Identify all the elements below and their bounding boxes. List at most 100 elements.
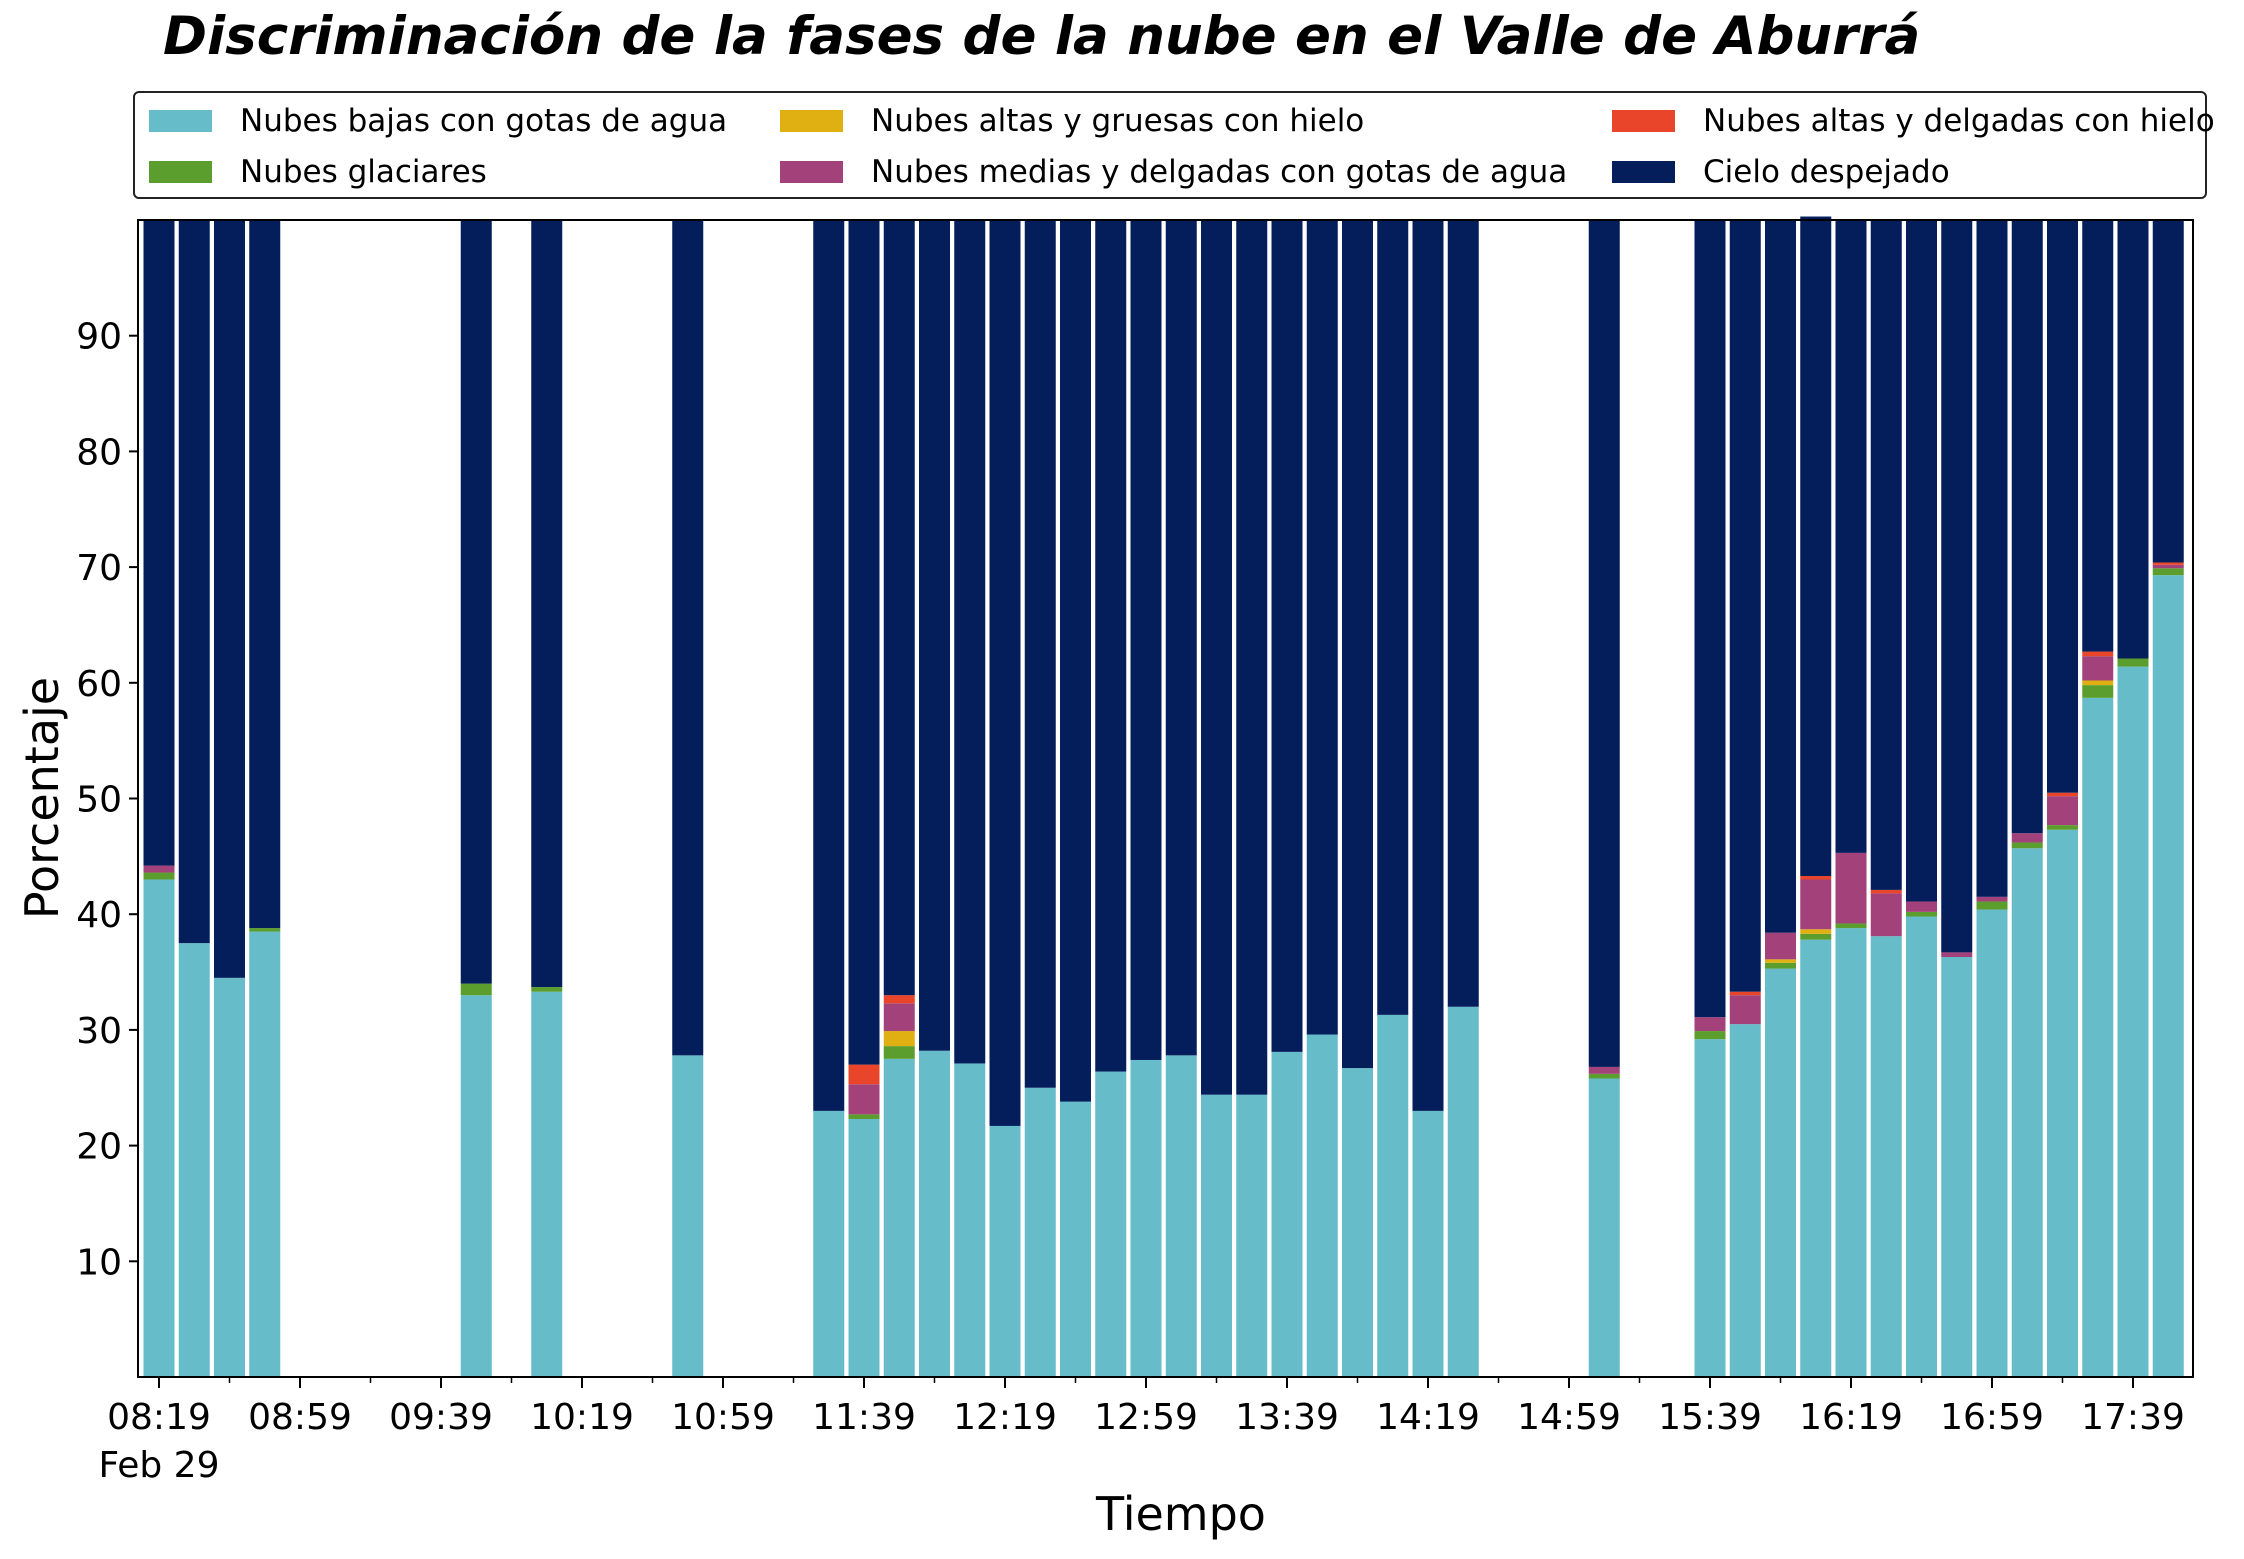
bar-segment [1800,929,1832,934]
legend-item: Nubes glaciares [149,150,487,194]
bar-segment [883,220,915,996]
bar-segment [2047,796,2078,826]
bar-segment [848,1118,880,1377]
bar-segment [214,977,245,1377]
bar-segment [1765,962,1796,969]
legend-swatch [149,161,212,183]
bar-segment [2117,666,2149,1377]
bar-segment [1060,220,1091,1102]
bar-segment [2152,575,2184,1377]
bar-segment [2152,220,2184,563]
bar-segment [2047,792,2078,797]
bar-segment [1800,216,1832,877]
bar-segment [1906,911,1937,917]
bar-segment [2082,685,2114,698]
bar-segment [1729,991,1761,996]
bar-segment [460,995,492,1377]
bar-segment [1165,1055,1197,1377]
bar-segment [1306,1034,1338,1377]
legend-item: Nubes bajas con gotas de agua [149,99,727,143]
bar-segment [1271,1051,1303,1377]
bar-segment [919,1050,950,1377]
bar-segment [1941,952,1973,958]
bar-segment [1130,1059,1162,1377]
x-axis-label: Tiempo [1095,1487,1266,1541]
bar-segment [1447,220,1479,1007]
y-tick-label: 30 [76,1011,122,1052]
bar-segment [2047,220,2078,793]
y-tick-label: 50 [76,780,122,821]
bar-segment [531,220,563,988]
x-date-label: Feb 29 [99,1445,220,1486]
bar-segment [143,220,175,866]
x-tick-label: 15:39 [1658,1397,1762,1438]
bar-segment [1412,220,1444,1111]
bar-segment [1201,1094,1232,1377]
bar-segment [919,220,950,1051]
bar-segment [989,1125,1021,1377]
bar-segment [1236,1094,1268,1377]
x-tick-label: 14:59 [1517,1397,1621,1438]
legend-swatch [780,161,843,183]
y-tick-label: 60 [76,664,122,705]
bar-segment [1024,220,1056,1088]
bar-segment [1906,916,1937,1377]
bar-segment [883,1031,915,1047]
bar-segment [1765,959,1796,963]
x-tick-label: 08:19 [107,1397,211,1438]
bar-segment [249,931,281,1377]
y-tick-label: 80 [76,432,122,473]
bar-segment [848,1114,880,1119]
bar-segment [672,1055,704,1377]
bar-segment [1694,1039,1726,1377]
bar-segment [2152,564,2184,569]
bar-segment [2047,825,2078,830]
bar-segment [2011,848,2043,1377]
bar-segment [1870,220,1902,890]
bar-segment [460,983,492,996]
bar-segment [1095,220,1127,1072]
x-tick-label: 12:59 [1094,1397,1198,1438]
bar-segment [1377,1014,1409,1377]
bar-segment [813,1110,845,1377]
bar-segment [1342,220,1373,1069]
bar-segment [1906,901,1937,912]
bar-segment [1377,220,1409,1015]
bar-segment [1835,852,1867,924]
bar-segment [848,1064,880,1085]
bar-segment [1800,933,1832,940]
bar-segment [1729,995,1761,1025]
bar-segment [1835,923,1867,929]
bar-segment [178,220,210,944]
bar-segment [1694,1017,1726,1032]
legend-item: Nubes altas y delgadas con hielo [1612,99,2215,143]
bar-segment [883,1046,915,1059]
bar-segment [1906,220,1937,902]
bar-segment [1765,968,1796,1377]
bar-segment [1729,1024,1761,1377]
bar-segment [883,1003,915,1032]
bar-segment [2152,568,2184,576]
bar-segment [1870,889,1902,894]
bar-segment [1976,901,2008,910]
x-tick-label: 10:19 [530,1397,634,1438]
bar-segment [1447,1006,1479,1377]
bar-segment [1765,932,1796,960]
bar-segment [1201,220,1232,1095]
x-axis: 08:19 08:59 09:39 10:19 10:59 11:39 12:19 12:59… [99,1377,2185,1486]
bar-segment [249,928,281,932]
legend-label: Nubes medias y delgadas con gotas de agu… [871,154,1568,190]
bar-segment [1729,220,1761,992]
bar-segment [2011,220,2043,834]
bar-segment [1941,220,1973,953]
legend-swatch [1612,161,1675,183]
bar-segment [1060,1101,1091,1377]
x-tick-label: 11:39 [812,1397,916,1438]
bar-segment [2082,656,2114,681]
bar-segment [954,1063,986,1377]
bar-segment [1941,957,1973,1377]
x-tick-label: 14:19 [1376,1397,1480,1438]
bar-segment [214,220,245,978]
bar-segment [1412,1110,1444,1377]
x-tick-label: 16:19 [1799,1397,1903,1438]
